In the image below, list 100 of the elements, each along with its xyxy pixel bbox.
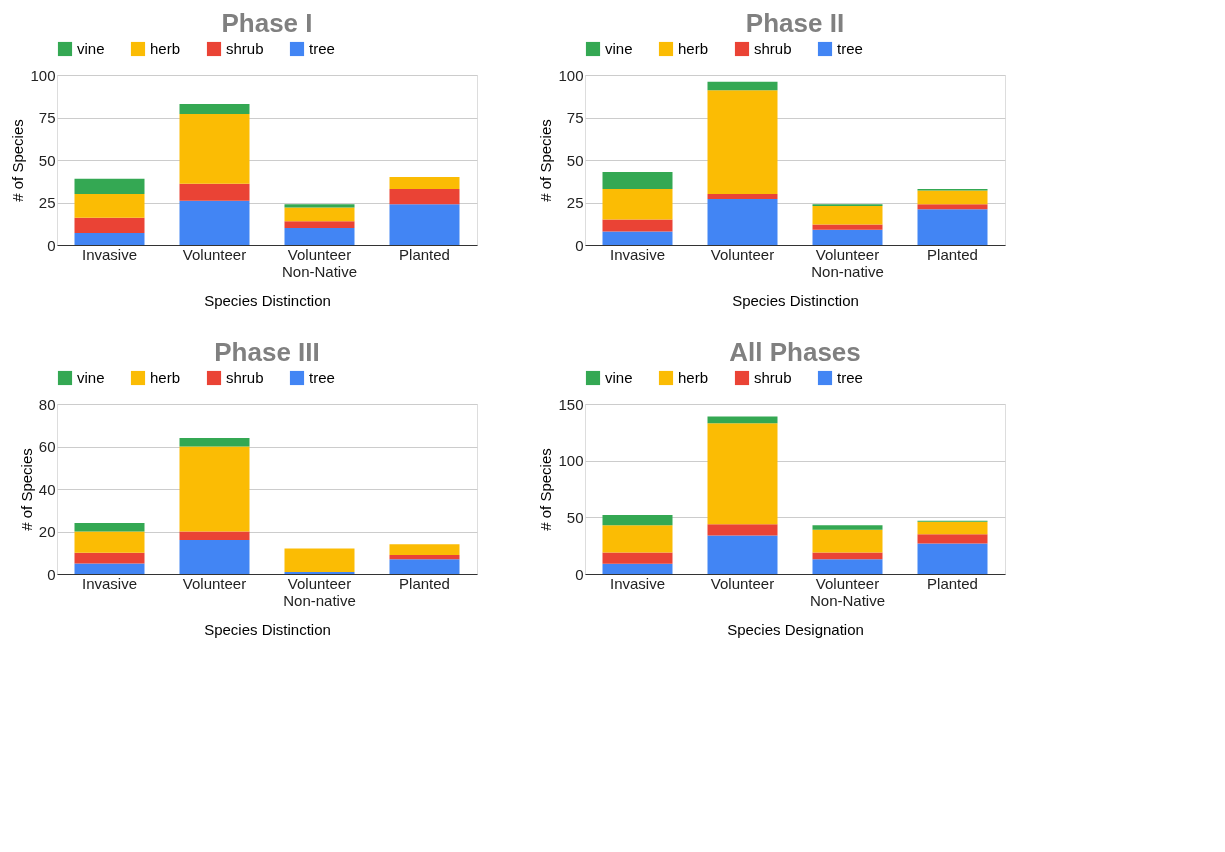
x-tick-label: Planted: [927, 245, 978, 263]
x-tick-label: Planted: [927, 574, 978, 592]
bar: [707, 199, 778, 245]
bar: [602, 219, 673, 232]
legend-label: herb: [678, 40, 709, 57]
x-tick-label: Volunteer Non-Native: [281, 245, 358, 280]
bar: [602, 525, 673, 553]
bar: [812, 205, 883, 225]
bar: [917, 204, 988, 210]
bar: [917, 190, 988, 205]
legend-label: tree: [309, 40, 335, 57]
y-axis-title: # of Species: [17, 448, 35, 531]
bar: [179, 183, 250, 201]
bar: [812, 559, 883, 574]
bar: [707, 535, 778, 574]
bar: [707, 524, 778, 536]
y-tick-label: 150: [558, 395, 584, 413]
bar: [602, 563, 673, 574]
bar: [179, 200, 250, 245]
y-tick-label: 0: [47, 565, 56, 583]
x-tick-label: Volunteer: [710, 574, 775, 592]
bar: [389, 559, 460, 574]
bar: [284, 204, 355, 208]
x-axis-title: Species Distinction: [204, 291, 331, 309]
y-tick-label: 60: [38, 438, 56, 455]
bar: [179, 438, 250, 447]
bar: [812, 552, 883, 560]
bar: [917, 521, 988, 535]
bar: [707, 423, 778, 525]
bar: [389, 544, 460, 555]
bar: [74, 563, 145, 574]
bar: [707, 90, 778, 194]
y-tick-label: 25: [566, 194, 584, 211]
y-tick-label: 50: [566, 508, 584, 526]
legend-label: vine: [77, 40, 105, 57]
legend-label: vine: [605, 369, 633, 386]
y-tick-label: 50: [566, 151, 584, 169]
legend-label: tree: [837, 40, 863, 57]
bar: [74, 523, 145, 532]
bar: [602, 231, 673, 245]
chart-title: Phase I: [221, 8, 313, 38]
bar: [284, 221, 355, 228]
bar: [74, 194, 145, 218]
legend-label: shrub: [754, 369, 792, 386]
bar: [812, 525, 883, 530]
y-tick-label: 0: [575, 236, 584, 254]
y-tick-label: 75: [566, 109, 584, 126]
x-tick-label: Volunteer: [710, 245, 775, 263]
bar: [389, 554, 460, 560]
chart-title: All Phases: [729, 337, 861, 367]
bar: [707, 416, 778, 424]
bar: [812, 224, 883, 230]
y-tick-label: 0: [575, 565, 584, 583]
y-axis-title: # of Species: [9, 119, 27, 202]
x-tick-label: Volunteer: [182, 245, 247, 263]
y-tick-label: 100: [558, 452, 584, 470]
legend-label: shrub: [226, 369, 264, 386]
bar: [74, 178, 145, 194]
x-tick-label: Invasive: [81, 574, 138, 592]
bar: [74, 552, 145, 564]
bar: [179, 103, 250, 115]
legend-label: shrub: [226, 40, 264, 57]
legend-label: vine: [77, 369, 105, 386]
x-tick-label: Planted: [399, 574, 450, 592]
x-tick-label: Invasive: [609, 245, 666, 263]
legend-label: shrub: [754, 40, 792, 57]
bar: [707, 194, 778, 200]
chart-title: Phase II: [745, 8, 845, 38]
bar: [602, 188, 673, 220]
y-tick-label: 80: [38, 395, 56, 413]
bar: [284, 548, 355, 572]
bar: [179, 446, 250, 532]
x-axis-title: Species Designation: [727, 620, 864, 638]
y-tick-label: 40: [38, 480, 56, 498]
y-tick-label: 75: [38, 109, 56, 126]
bar: [812, 229, 883, 245]
bar: [179, 531, 250, 540]
legend-label: herb: [150, 40, 181, 57]
x-tick-label: Planted: [399, 245, 450, 263]
chart-title: Phase III: [214, 337, 320, 367]
bar: [917, 209, 988, 245]
legend-label: herb: [678, 369, 709, 386]
bar: [284, 207, 355, 222]
x-axis-title: Species Distinction: [204, 620, 331, 638]
y-tick-label: 25: [38, 194, 56, 211]
bar: [74, 217, 145, 234]
y-tick-label: 50: [38, 151, 56, 169]
bar: [284, 571, 355, 574]
x-tick-label: Volunteer Non-native: [811, 245, 884, 280]
bar: [707, 81, 778, 91]
x-tick-label: Volunteer Non-Native: [809, 574, 886, 609]
legend-label: tree: [837, 369, 863, 386]
bar: [389, 177, 460, 189]
x-tick-label: Volunteer Non-native: [283, 574, 356, 609]
y-axis-title: # of Species: [537, 448, 555, 531]
x-axis-title: Species Distinction: [732, 291, 859, 309]
y-tick-label: 100: [30, 66, 56, 84]
y-tick-label: 100: [558, 66, 584, 84]
bar: [284, 228, 355, 245]
bar: [602, 171, 673, 189]
